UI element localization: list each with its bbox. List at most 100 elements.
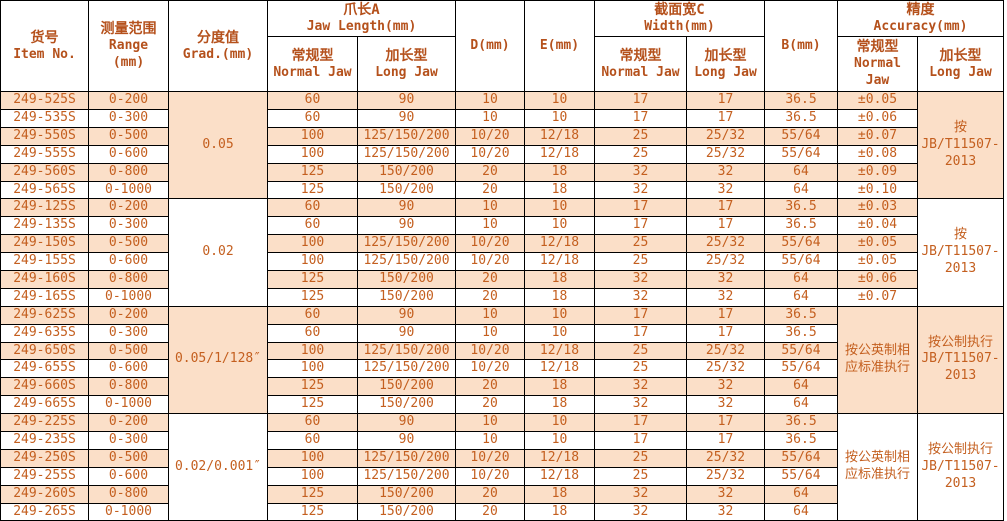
cell-e: 10 [524,216,595,236]
cell-accuracy-normal: ±0.05 [837,91,918,110]
cell-jaw-long: 150/200 [357,502,456,521]
cell-jaw-long: 125/150/200 [357,144,456,164]
cell-jaw-normal: 100 [267,359,358,379]
cell-item-no: 249-655S [0,359,89,379]
table-row: 249-255S 0-600 100 125/150/200 10/20 12/18 25 2… [0,466,1004,486]
table-row: 249-660S 0-800 125 150/200 20 18 32 32 64 [0,377,1004,397]
cell-item-no: 249-125S [0,198,89,218]
cell-item-no: 249-525S [0,91,89,110]
cell-e: 10 [524,198,595,218]
header-width: 截面宽C Width(mm) [594,0,765,38]
cell-range: 0-300 [88,216,169,236]
cell-jaw-normal: 100 [267,341,358,361]
header-accuracy-long: 加长型 Long Jaw [917,36,1004,93]
cell-jaw-long: 150/200 [357,180,456,200]
cell-jaw-normal: 125 [267,287,358,307]
cell-width-long: 25/32 [686,234,765,254]
cell-e: 12/18 [524,252,595,271]
cell-item-no: 249-635S [0,323,89,343]
cell-item-no: 249-555S [0,144,89,164]
cell-width-long: 17 [686,198,765,218]
cell-item-no: 249-625S [0,305,89,325]
cell-d: 10/20 [455,252,525,271]
cell-jaw-long: 125/150/200 [357,466,456,486]
cell-width-normal: 32 [594,502,687,521]
cell-d: 10 [455,198,525,218]
cell-b: 64 [764,502,838,521]
cell-e: 18 [524,162,595,182]
cell-width-normal: 25 [594,252,687,271]
cell-range: 0-800 [88,484,169,504]
cell-e: 12/18 [524,126,595,146]
cell-range: 0-800 [88,377,169,397]
cell-jaw-normal: 125 [267,502,358,521]
cell-b: 55/64 [764,144,838,164]
cell-range: 0-600 [88,252,169,271]
cell-jaw-normal: 60 [267,431,358,450]
cell-item-no: 249-650S [0,341,89,361]
cell-jaw-long: 125/150/200 [357,341,456,361]
cell-jaw-normal: 125 [267,269,358,289]
cell-item-no: 249-135S [0,216,89,236]
cell-jaw-normal: 100 [267,144,358,164]
cell-d: 20 [455,269,525,289]
cell-e: 18 [524,377,595,397]
cell-width-long: 25/32 [686,341,765,361]
cell-jaw-normal: 125 [267,484,358,504]
cell-jaw-long: 150/200 [357,395,456,415]
cell-d: 10 [455,108,525,128]
cell-width-long: 17 [686,413,765,432]
cell-jaw-normal: 125 [267,162,358,182]
cell-width-normal: 25 [594,341,687,361]
cell-jaw-long: 125/150/200 [357,126,456,146]
table-row: 249-535S 0-300 60 90 10 10 17 17 36.5 ±0.06 [0,108,1004,128]
cell-width-long: 25/32 [686,466,765,486]
cell-jaw-normal: 60 [267,91,358,110]
cell-e: 12/18 [524,144,595,164]
cell-range: 0-600 [88,359,169,379]
cell-jaw-normal: 60 [267,323,358,343]
table-row: 249-565S 0-1000 125 150/200 20 18 32 32 64 ±0.10 [0,180,1004,200]
cell-accuracy-long-merged: 按 JB/T11507- 2013 [917,91,1004,200]
cell-e: 12/18 [524,466,595,486]
cell-item-no: 249-155S [0,252,89,271]
header-range: 测量范围 Range (mm) [88,0,169,93]
table-row: 249-525S 0-200 0.05 60 90 10 10 17 17 36.5 ±0.05 按 … [0,91,1004,200]
cell-item-no: 249-265S [0,502,89,521]
cell-width-normal: 32 [594,377,687,397]
cell-d: 20 [455,377,525,397]
cell-item-no: 249-560S [0,162,89,182]
table-row: 249-160S 0-800 125 150/200 20 18 32 32 64 ±0.06 [0,269,1004,289]
cell-accuracy-normal-merged: 按公英制相 应标准执行 [837,305,918,415]
cell-accuracy-normal: ±0.09 [837,162,918,182]
cell-jaw-normal: 60 [267,198,358,218]
cell-d: 10/20 [455,341,525,361]
cell-width-normal: 17 [594,198,687,218]
table-row: 249-235S 0-300 60 90 10 10 17 17 36.5 [0,431,1004,450]
cell-accuracy-normal: ±0.06 [837,108,918,128]
cell-accuracy-normal: ±0.05 [837,252,918,271]
cell-b: 36.5 [764,91,838,110]
cell-b: 36.5 [764,431,838,450]
table-row: 249-625S 0-200 0.05/1/128″ 60 90 10 10 17 17 36.5… [0,305,1004,415]
cell-range: 0-500 [88,126,169,146]
cell-jaw-long: 125/150/200 [357,359,456,379]
cell-item-no: 249-255S [0,466,89,486]
cell-d: 10/20 [455,359,525,379]
table-row: 249-225S 0-200 0.02/0.001″ 60 90 10 10 17 17 36.5… [0,413,1004,521]
cell-width-normal: 17 [594,413,687,432]
cell-width-long: 17 [686,216,765,236]
cell-item-no: 249-160S [0,269,89,289]
cell-width-normal: 25 [594,466,687,486]
cell-width-normal: 25 [594,359,687,379]
cell-accuracy-long-merged: 按 JB/T11507- 2013 [917,198,1004,307]
header-e: E(mm) [524,0,595,93]
header-b: B(mm) [764,0,838,93]
cell-width-normal: 32 [594,484,687,504]
cell-jaw-normal: 125 [267,395,358,415]
cell-grad-merged: 0.02/0.001″ [168,413,268,521]
cell-item-no: 249-225S [0,413,89,432]
cell-range: 0-500 [88,448,169,468]
cell-d: 10 [455,323,525,343]
header-item-no: 货号 Item No. [0,0,89,93]
